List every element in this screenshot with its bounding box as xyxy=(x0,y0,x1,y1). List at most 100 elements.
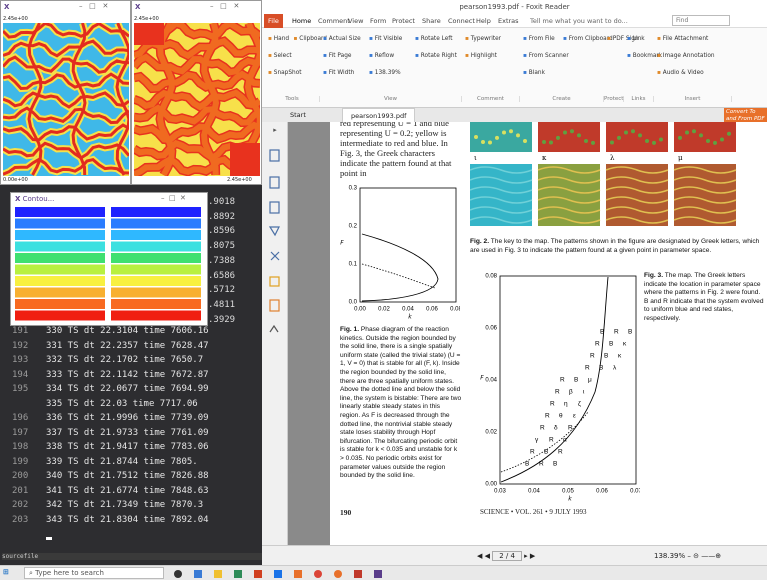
ribbon-button[interactable]: ▪ Select xyxy=(268,53,292,59)
line-number: 199 xyxy=(12,457,28,467)
menu-tab[interactable]: View xyxy=(348,17,363,25)
terminal-fragment: .9018 xyxy=(208,197,235,207)
ribbon-button[interactable]: ▪ Rotate Right xyxy=(415,53,457,59)
button-label: Hand xyxy=(274,36,289,42)
cursor xyxy=(46,537,52,540)
ribbon-button[interactable]: ▪ Fit Visible xyxy=(369,36,402,42)
ribbon-button[interactable]: ▪ From File xyxy=(523,36,555,42)
menu-tab[interactable]: Form xyxy=(370,17,386,25)
ribbon-button[interactable]: ▪ Actual Size xyxy=(323,36,361,42)
map-letter: B xyxy=(553,461,557,468)
line-number: 202 xyxy=(12,500,28,510)
svg-text:▸: ▸ xyxy=(273,126,277,134)
map-letter: B xyxy=(604,353,608,360)
window-controls[interactable]: – □ ✕ xyxy=(161,194,186,202)
terminal-line: 333 TS dt 22.1142 time 7672.87 xyxy=(46,370,209,380)
menu-tab[interactable]: Home xyxy=(292,17,311,25)
max-label: 2.45e+00 xyxy=(134,16,159,22)
menu-tab[interactable]: Protect xyxy=(392,17,415,25)
x-tick-label: 0.06 xyxy=(596,489,608,495)
terminal-fragment: .6586 xyxy=(208,271,235,281)
ribbon-button[interactable]: ▪ Rotate Left xyxy=(415,36,453,42)
ribbon-button[interactable]: ▪ SnapShot xyxy=(268,70,302,76)
map-letter: R xyxy=(590,353,595,360)
find-box[interactable]: Find xyxy=(672,15,730,26)
figure-caption: Fig. 1. Phase diagram of the reaction ki… xyxy=(340,326,462,481)
ribbon-button[interactable]: ▪ Blank xyxy=(523,70,545,76)
map-letter: R xyxy=(530,449,535,456)
pattern-dot xyxy=(610,140,614,144)
button-label: Fit Visible xyxy=(375,36,403,42)
zoom[interactable]: 138.39% – ⊝ ——⊕ xyxy=(654,552,721,560)
pattern-dot xyxy=(509,129,513,133)
ribbon-button[interactable]: ▪ From Scanner xyxy=(523,53,569,59)
pattern-dot xyxy=(570,129,574,133)
ribbon-button[interactable]: ▪ Reflow xyxy=(369,53,394,59)
figure-caption: Fig. 3. The map. The Greek letters indic… xyxy=(644,272,764,324)
menu-tab[interactable]: Share xyxy=(422,17,441,25)
color-swatch xyxy=(15,230,105,240)
button-label: Select xyxy=(274,53,292,59)
color-swatch xyxy=(15,265,105,275)
ribbon-button[interactable]: ▪ Typewriter xyxy=(465,36,501,42)
pattern-dot xyxy=(502,130,506,134)
ribbon-button[interactable]: ▪ From Clipboard xyxy=(563,36,613,42)
ribbon-group-label: Comment xyxy=(462,96,520,102)
button-label: File Attachment xyxy=(663,36,709,42)
red-patch xyxy=(134,23,164,45)
ribbon-button[interactable]: ▪ Fit Page xyxy=(323,53,351,59)
ribbon-button[interactable]: ▪ Clipboard xyxy=(294,36,327,42)
button-label: 138.39% xyxy=(375,70,401,76)
map-letter: ι xyxy=(583,389,585,396)
min-label: 0.00e+00 xyxy=(3,177,28,183)
terminal-fragment: .3929 xyxy=(208,315,235,325)
button-label: Typewriter xyxy=(471,36,501,42)
terminal-line: 337 TS dt 21.9733 time 7761.09 xyxy=(46,428,209,438)
color-swatch xyxy=(111,219,201,229)
page-number[interactable]: 2 / 4 xyxy=(492,551,522,561)
color-swatch xyxy=(111,265,201,275)
menu-tab[interactable]: Help xyxy=(476,17,491,25)
pattern-dot xyxy=(516,133,520,137)
line-number: 201 xyxy=(12,486,28,496)
ribbon-button[interactable]: ▪ Image Annotation xyxy=(657,53,715,59)
ribbon-button[interactable]: ▪ Hand xyxy=(268,36,289,42)
menu-tab[interactable]: Comment xyxy=(318,17,350,25)
title-text: Contou... xyxy=(23,195,55,203)
x-tick-label: 0.00 xyxy=(354,307,366,313)
doc-tab[interactable]: Start xyxy=(290,111,306,119)
y-tick-label: 0.0 xyxy=(349,300,358,306)
button-label: Highlight xyxy=(471,53,497,59)
search-box[interactable]: ⌕ Type here to search xyxy=(24,567,164,579)
start-button[interactable]: ⊞ xyxy=(3,568,9,576)
ribbon-button[interactable]: ▪ 138.39% xyxy=(369,70,401,76)
map-letter: B xyxy=(599,365,603,372)
window-title: pearson1993.pdf - Foxit Reader xyxy=(459,3,569,11)
menu-tab[interactable]: Connect xyxy=(448,17,475,25)
button-label: From Scanner xyxy=(529,53,569,59)
menu-tab[interactable]: File xyxy=(264,14,283,28)
greek-label: κ xyxy=(542,154,547,162)
pattern-window: X – □ ✕ 2.45e+00 2.45e+00 xyxy=(131,0,262,185)
caption-text: The key to the map. The patterns shown i… xyxy=(470,238,759,254)
map-letter: B xyxy=(609,341,613,348)
ribbon-button[interactable]: ▪ File Attachment xyxy=(657,36,708,42)
figure-caption: Fig. 2. The key to the map. The patterns… xyxy=(470,238,766,255)
y-axis-label: F xyxy=(480,375,484,382)
line-number: 195 xyxy=(12,384,28,394)
menu-tab[interactable]: Extras xyxy=(498,17,519,25)
pattern-dot xyxy=(523,139,527,143)
line-number: 203 xyxy=(12,515,28,525)
tell-me[interactable]: Tell me what you want to do... xyxy=(530,17,628,25)
y-tick-label: 0.00 xyxy=(485,482,497,488)
window-controls[interactable]: – □ ✕ xyxy=(79,2,108,10)
window-controls[interactable]: – □ ✕ xyxy=(210,2,239,10)
ribbon-button[interactable]: ▪ Fit Width xyxy=(323,70,354,76)
ribbon-button[interactable]: ▪ Highlight xyxy=(465,53,497,59)
page-nav[interactable]: ◀ ◀ 2 / 4 ▸ ▶ xyxy=(477,552,535,560)
terminal-line: 332 TS dt 22.1702 time 7650.7 xyxy=(46,355,203,365)
ribbon-button[interactable]: ▪ Link xyxy=(627,36,645,42)
max-label: 2.45e+00 xyxy=(3,16,28,22)
x-tick-label: 0.04 xyxy=(528,489,540,495)
ribbon-button[interactable]: ▪ Audio & Video xyxy=(657,70,704,76)
